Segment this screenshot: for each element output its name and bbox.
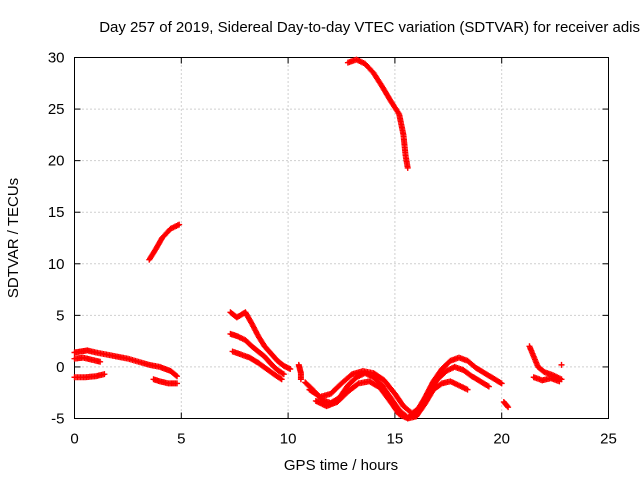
data-point [278,376,285,383]
data-point [97,358,104,365]
data-point [497,379,504,386]
y-tick-label: 20 [48,153,65,170]
data-point [277,375,284,382]
data-point [556,378,563,385]
grid [74,57,609,419]
data-point [558,361,565,368]
chart-title: Day 257 of 2019, Sidereal Day-to-day VTE… [99,19,640,36]
y-tick-label: 0 [56,359,64,376]
x-tick-label: 20 [493,431,510,448]
data-point [279,370,286,377]
x-tick-label: 0 [70,431,78,448]
x-tick-label: 25 [600,431,617,448]
data-point [485,383,492,390]
y-tick-label: -5 [51,411,64,428]
data-point [174,373,181,380]
data-point [101,371,108,378]
y-tick-label: 10 [48,256,65,273]
axis-ticks: 0 5 10 15 20 25 -5 0 5 10 15 20 25 30 [48,50,617,448]
y-tick-label: 25 [48,101,65,118]
data-points [71,56,565,422]
y-tick-label: 5 [56,307,64,324]
x-tick-label: 15 [387,431,404,448]
data-point [354,381,361,388]
x-axis-label: GPS time / hours [284,457,398,474]
data-point [404,164,411,171]
y-tick-label: 30 [48,50,65,67]
data-point [498,380,505,387]
x-tick-label: 5 [177,431,185,448]
y-tick-label: 15 [48,204,65,221]
x-tick-label: 10 [280,431,297,448]
data-point [505,404,512,411]
y-axis-label: SDTVAR / TECUs [5,178,22,298]
data-point [176,221,183,228]
data-point [504,403,511,410]
plot-frame [74,57,609,419]
data-point [287,365,294,372]
data-point [484,382,491,389]
data-point [172,372,179,379]
data-point [464,386,471,393]
data-point [297,376,304,383]
data-point [280,371,287,378]
data-point [174,380,181,387]
